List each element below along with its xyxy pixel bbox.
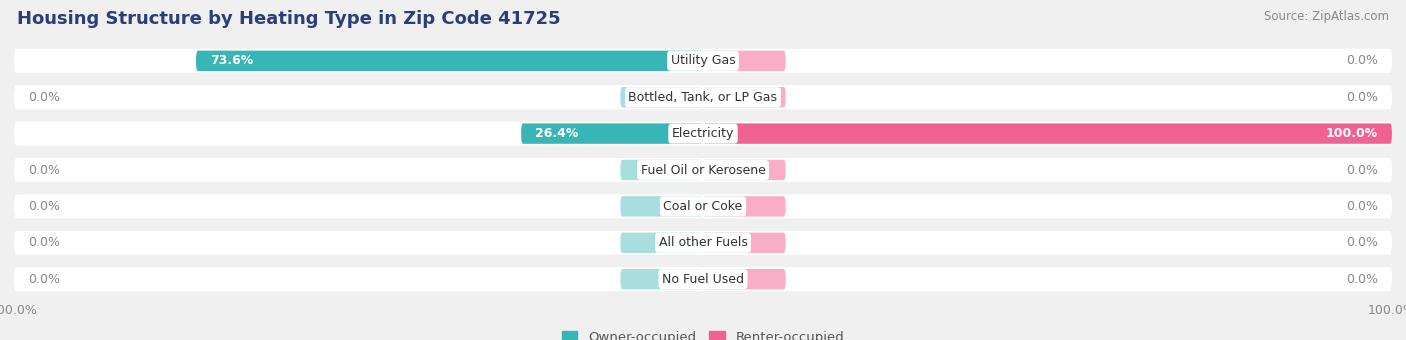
Text: No Fuel Used: No Fuel Used — [662, 273, 744, 286]
Text: Housing Structure by Heating Type in Zip Code 41725: Housing Structure by Heating Type in Zip… — [17, 10, 561, 28]
FancyBboxPatch shape — [620, 196, 703, 217]
Text: Bottled, Tank, or LP Gas: Bottled, Tank, or LP Gas — [628, 91, 778, 104]
Text: Source: ZipAtlas.com: Source: ZipAtlas.com — [1264, 10, 1389, 23]
FancyBboxPatch shape — [195, 51, 703, 71]
FancyBboxPatch shape — [620, 160, 703, 180]
Text: Utility Gas: Utility Gas — [671, 54, 735, 67]
FancyBboxPatch shape — [14, 49, 1392, 73]
Text: 0.0%: 0.0% — [28, 91, 60, 104]
FancyBboxPatch shape — [703, 196, 786, 217]
FancyBboxPatch shape — [14, 267, 1392, 291]
Text: Electricity: Electricity — [672, 127, 734, 140]
Text: 26.4%: 26.4% — [534, 127, 578, 140]
Text: 0.0%: 0.0% — [28, 164, 60, 176]
FancyBboxPatch shape — [703, 160, 786, 180]
FancyBboxPatch shape — [14, 231, 1392, 255]
Legend: Owner-occupied, Renter-occupied: Owner-occupied, Renter-occupied — [557, 326, 849, 340]
FancyBboxPatch shape — [14, 85, 1392, 109]
FancyBboxPatch shape — [620, 87, 703, 107]
Text: 0.0%: 0.0% — [1346, 200, 1378, 213]
Text: 0.0%: 0.0% — [1346, 91, 1378, 104]
FancyBboxPatch shape — [620, 233, 703, 253]
FancyBboxPatch shape — [703, 269, 786, 289]
FancyBboxPatch shape — [703, 233, 786, 253]
Text: 0.0%: 0.0% — [1346, 236, 1378, 249]
FancyBboxPatch shape — [522, 123, 703, 144]
Text: 0.0%: 0.0% — [1346, 273, 1378, 286]
FancyBboxPatch shape — [14, 194, 1392, 218]
FancyBboxPatch shape — [703, 51, 786, 71]
Text: Coal or Coke: Coal or Coke — [664, 200, 742, 213]
Text: Fuel Oil or Kerosene: Fuel Oil or Kerosene — [641, 164, 765, 176]
FancyBboxPatch shape — [620, 269, 703, 289]
Text: All other Fuels: All other Fuels — [658, 236, 748, 249]
FancyBboxPatch shape — [14, 122, 1392, 146]
Text: 0.0%: 0.0% — [28, 273, 60, 286]
Text: 0.0%: 0.0% — [28, 200, 60, 213]
Text: 100.0%: 100.0% — [1326, 127, 1378, 140]
FancyBboxPatch shape — [703, 123, 1392, 144]
Text: 73.6%: 73.6% — [209, 54, 253, 67]
Text: 0.0%: 0.0% — [28, 236, 60, 249]
Text: 0.0%: 0.0% — [1346, 54, 1378, 67]
Text: 0.0%: 0.0% — [1346, 164, 1378, 176]
FancyBboxPatch shape — [703, 87, 786, 107]
FancyBboxPatch shape — [14, 158, 1392, 182]
